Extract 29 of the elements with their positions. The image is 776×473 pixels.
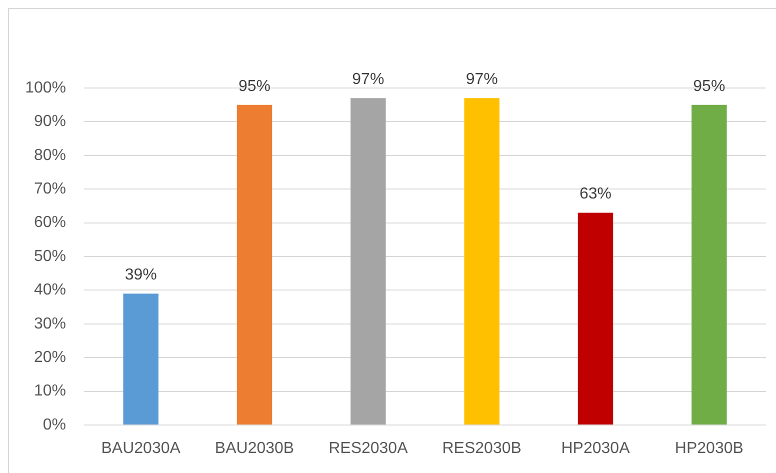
x-tick-label: HP2030B [674, 440, 744, 458]
x-tick-label: RES2030B [442, 440, 522, 458]
x-tick-label: BAU2030A [101, 440, 181, 458]
y-tick-label: 20% [34, 349, 66, 366]
y-tick-label: 100% [25, 79, 66, 96]
bar [350, 98, 386, 424]
x-tick-label: RES2030A [328, 440, 408, 458]
bar [464, 98, 500, 424]
y-tick-label: 0% [42, 416, 66, 434]
y-tick-label: 60% [34, 214, 66, 232]
data-label: 97% [466, 71, 498, 88]
data-label: 63% [579, 186, 612, 203]
data-label: 97% [352, 71, 384, 88]
y-tick-label: 40% [34, 282, 66, 299]
y-tick-label: 70% [34, 180, 66, 198]
data-label: 95% [238, 78, 271, 95]
y-tick-label: 50% [34, 248, 66, 265]
bar [578, 212, 614, 424]
data-label: 95% [693, 78, 726, 95]
y-tick-label: 10% [34, 382, 66, 400]
bar [236, 104, 272, 424]
y-tick-label: 90% [34, 113, 66, 130]
x-tick-label: HP2030A [561, 440, 630, 458]
y-tick-label: 30% [34, 315, 66, 332]
bar [692, 104, 727, 424]
y-tick-label: 80% [34, 146, 66, 164]
data-label: 39% [124, 266, 157, 284]
x-tick-label: BAU2030B [214, 440, 294, 458]
bar [123, 294, 158, 424]
